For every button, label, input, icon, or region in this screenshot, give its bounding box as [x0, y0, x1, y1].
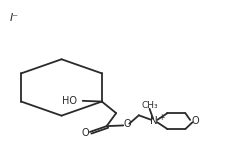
- Text: CH₃: CH₃: [141, 101, 158, 110]
- Text: O: O: [192, 116, 199, 126]
- Text: O: O: [82, 128, 90, 138]
- Text: O: O: [123, 119, 131, 129]
- Text: HO: HO: [62, 95, 77, 106]
- Text: +: +: [158, 113, 164, 121]
- Text: I⁻: I⁻: [9, 13, 18, 23]
- Text: N: N: [150, 116, 158, 126]
